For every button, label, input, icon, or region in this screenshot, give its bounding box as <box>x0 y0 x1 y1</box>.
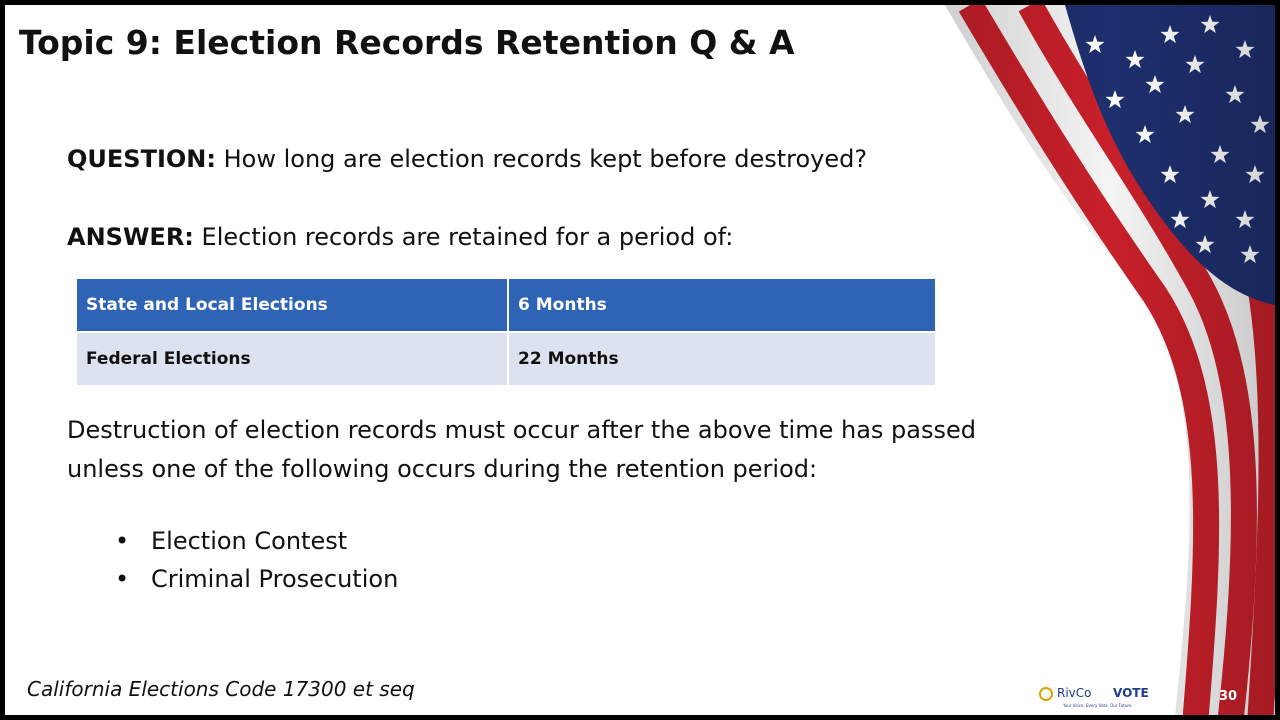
logo-name: RivCo <box>1057 686 1092 700</box>
answer: ANSWER: Election records are retained fo… <box>67 223 733 251</box>
table-cell: Federal Elections <box>76 332 508 386</box>
bullet-item: •Election Contest <box>115 527 347 555</box>
question: QUESTION: How long are election records … <box>67 145 867 173</box>
citation: California Elections Code 17300 et seq <box>27 677 415 701</box>
page: Topic 9: Election Records Retention Q & … <box>0 0 1280 720</box>
table-cell: 22 Months <box>508 332 936 386</box>
logo-vote: VOTE <box>1113 686 1149 700</box>
logo-graphic: RivCo VOTE Your Voice. Every Vote. Our F… <box>1037 683 1157 711</box>
slide-title: Topic 9: Election Records Retention Q & … <box>19 23 795 62</box>
bullet-item: •Criminal Prosecution <box>115 565 398 593</box>
page-number: 30 <box>1213 689 1243 704</box>
question-text: How long are election records kept befor… <box>224 145 867 173</box>
logo: RivCo VOTE Your Voice. Every Vote. Our F… <box>1037 683 1157 711</box>
answer-text: Election records are retained for a peri… <box>202 223 734 251</box>
logo-tagline: Your Voice. Every Vote. Our Future. <box>1062 703 1133 708</box>
bullet-text: Criminal Prosecution <box>151 565 398 593</box>
question-label: QUESTION: <box>67 145 216 173</box>
body-text: Destruction of election records must occ… <box>67 411 1017 489</box>
answer-label: ANSWER: <box>67 223 194 251</box>
table-cell: State and Local Elections <box>76 278 508 332</box>
bullet-text: Election Contest <box>151 527 347 555</box>
slide: Topic 9: Election Records Retention Q & … <box>5 5 1275 715</box>
table-cell: 6 Months <box>508 278 936 332</box>
flag-shade <box>945 5 1275 715</box>
